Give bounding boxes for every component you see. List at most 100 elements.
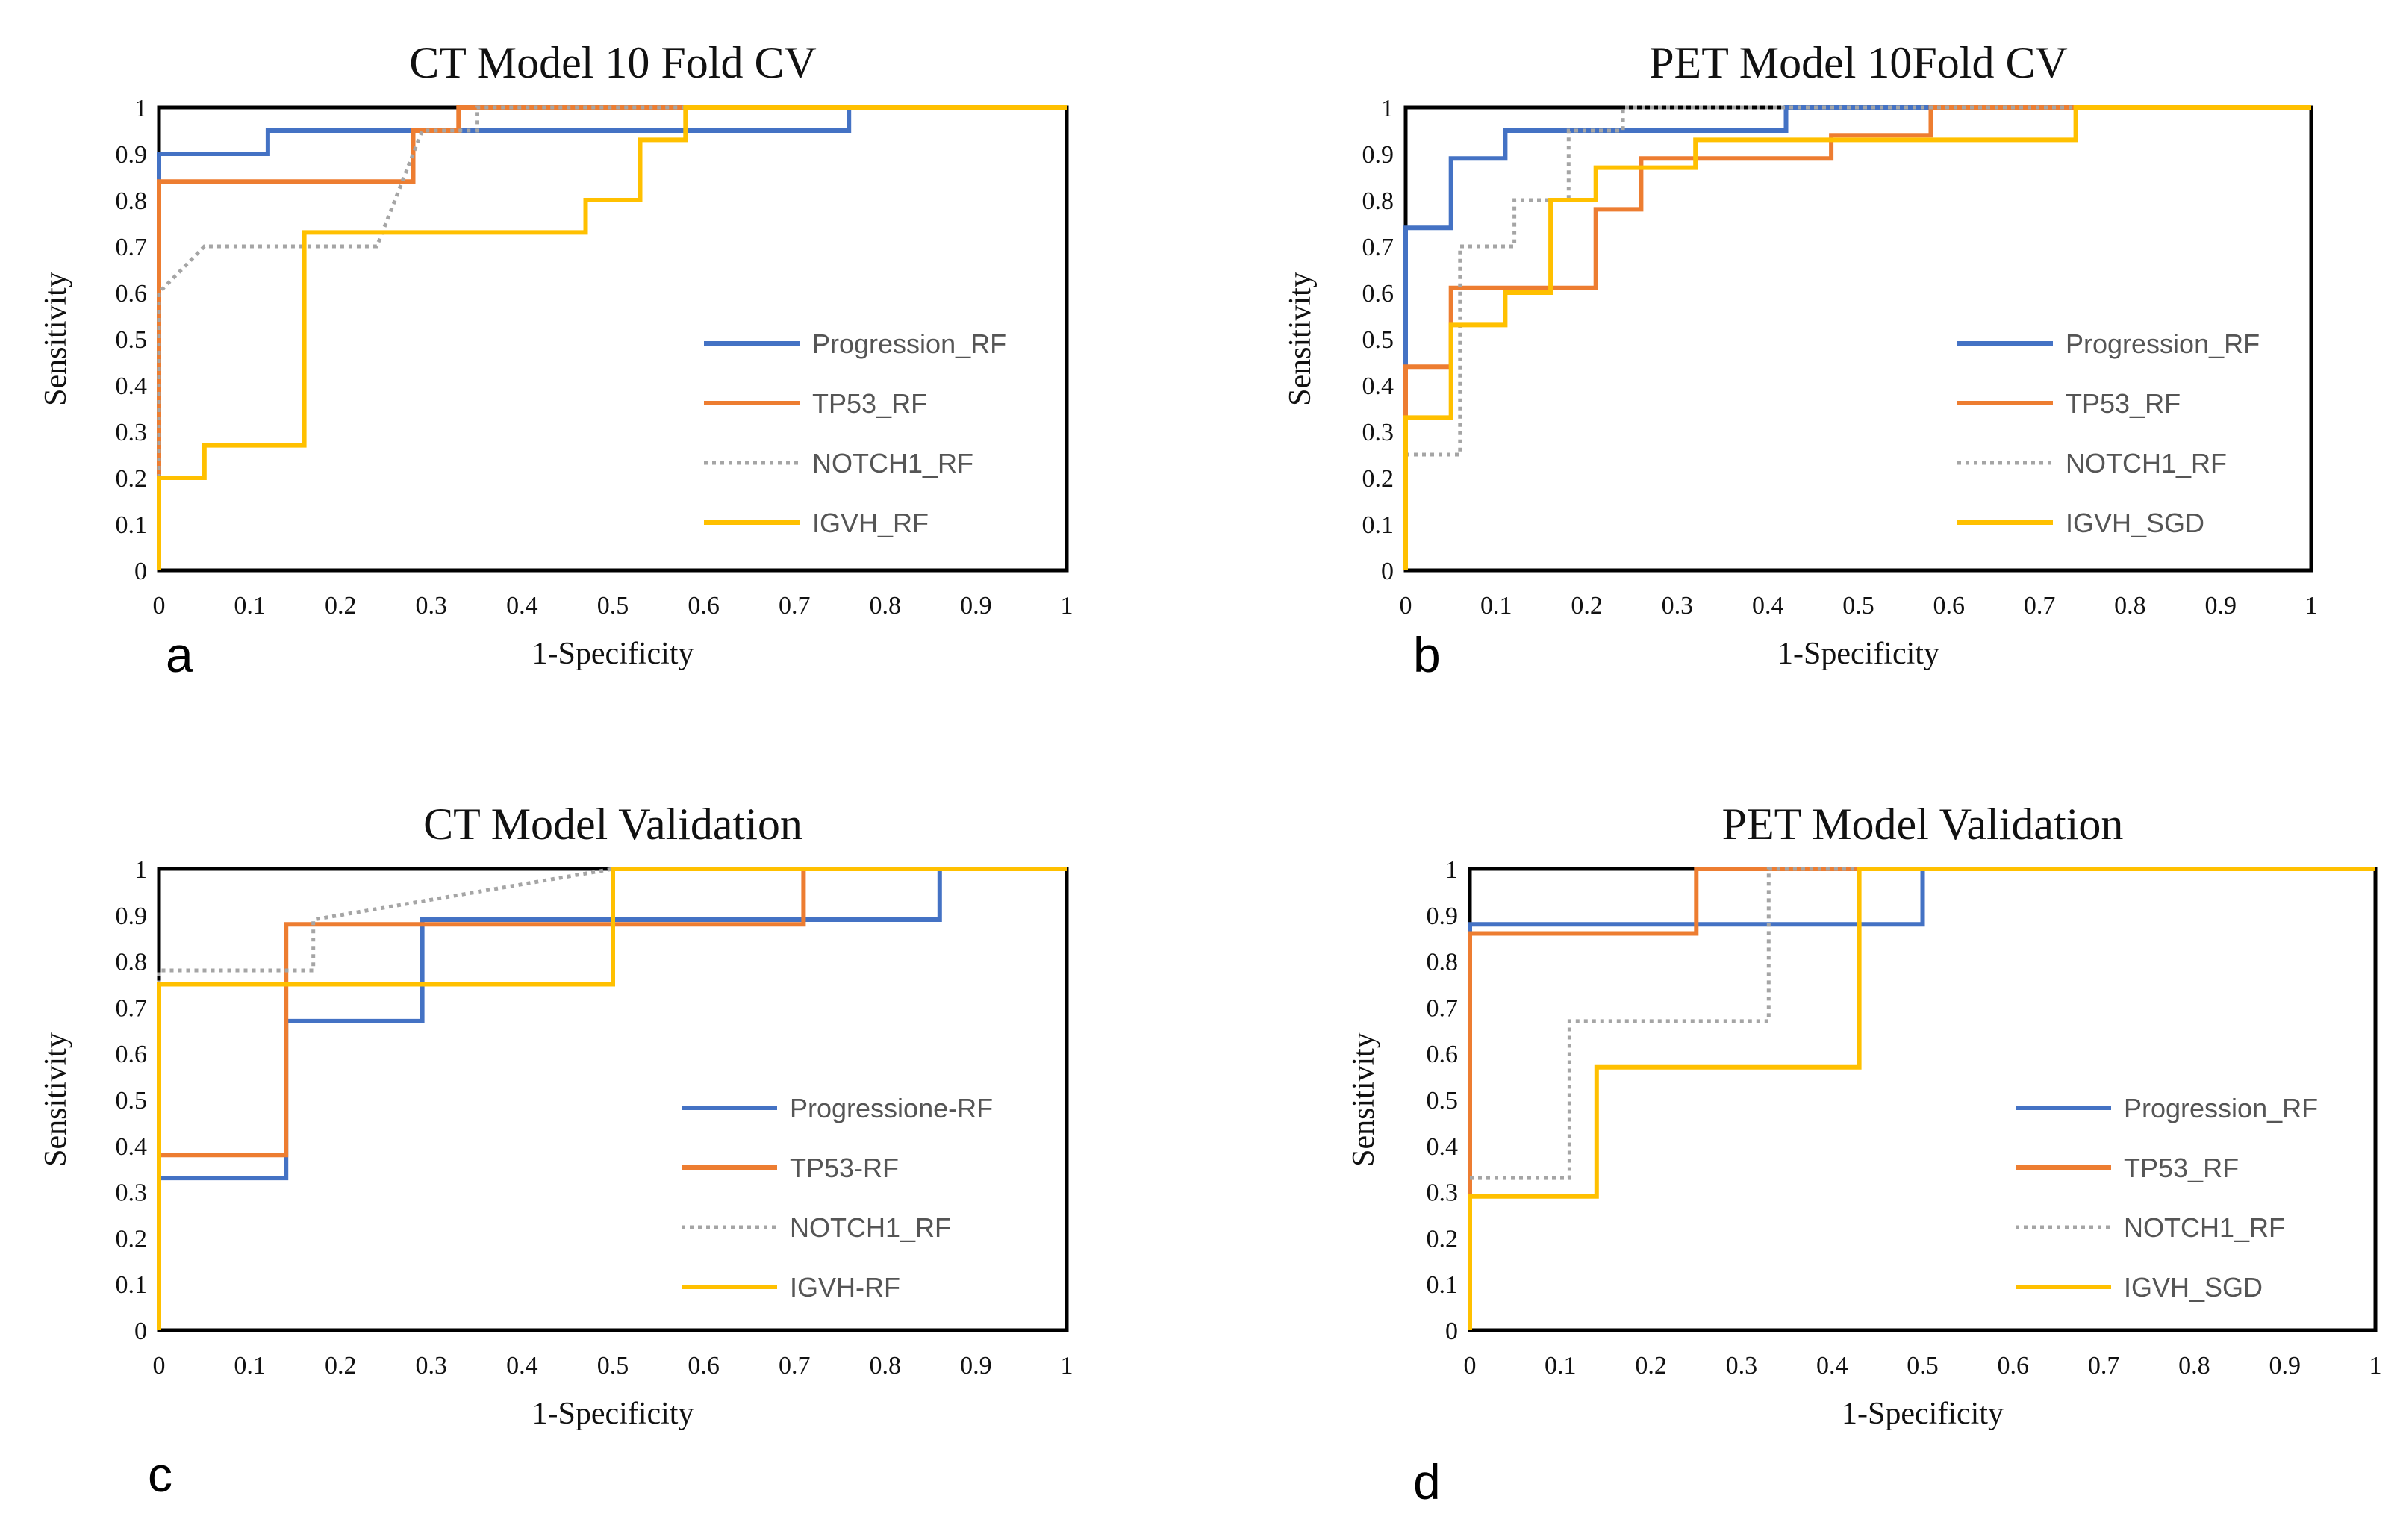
x-tick-label: 0.8 <box>2114 592 2146 620</box>
x-tick-label: 1 <box>2369 1352 2382 1380</box>
y-tick-label: 1 <box>134 856 147 884</box>
x-tick-label: 0.4 <box>1752 592 1784 620</box>
legend-label: NOTCH1_RF <box>2066 448 2227 478</box>
x-tick-label: 0 <box>1464 1352 1477 1380</box>
x-tick-label: 0.3 <box>1662 592 1694 620</box>
legend-label: TP53_RF <box>2066 388 2181 419</box>
y-tick-label: 0.5 <box>116 1087 148 1115</box>
x-tick-label: 0.8 <box>870 592 902 620</box>
series-line-progressione-rf <box>157 867 1067 1330</box>
x-tick-label: 0.4 <box>506 592 538 620</box>
legend-label: Progression_RF <box>812 328 1006 359</box>
y-tick-label: 0.2 <box>116 1225 148 1253</box>
y-tick-label: 0.2 <box>1427 1225 1459 1253</box>
roc-panel-a: CT Model 10 Fold CV 0 0.1 0.2 0.3 0.4 0.5 0.6 0.… <box>39 38 1073 682</box>
y-tick-label: 0.4 <box>116 372 148 400</box>
y-tick-label: 1 <box>1445 856 1458 884</box>
y-tick-label: 0.1 <box>1427 1271 1459 1299</box>
legend-label: IGVH-RF <box>790 1272 900 1303</box>
x-tick-label: 0.2 <box>325 1352 357 1380</box>
x-axis-label: 1-Specificity <box>1777 637 1939 671</box>
x-tick-label: 0.3 <box>1726 1352 1758 1380</box>
chart-title: PET Model 10Fold CV <box>1649 38 2068 87</box>
legend-label: NOTCH1_RF <box>790 1212 951 1243</box>
x-tick-label: 0.9 <box>960 1352 992 1380</box>
x-tick-label: 1 <box>2305 592 2318 620</box>
x-tick-label: 0.1 <box>234 592 266 620</box>
x-tick-label: 0 <box>153 592 166 620</box>
y-tick-label: 0.8 <box>1362 187 1394 215</box>
y-tick-label: 0.7 <box>1427 994 1459 1022</box>
y-tick-label: 0.5 <box>1362 326 1394 354</box>
series-line-notch1-rf <box>157 105 1067 478</box>
x-tick-label: 0.6 <box>688 592 720 620</box>
chart-title: PET Model Validation <box>1722 799 2124 849</box>
legend-label: NOTCH1_RF <box>812 448 973 478</box>
y-tick-label: 0.6 <box>116 280 148 308</box>
x-tick-label: 0.7 <box>779 1352 811 1380</box>
y-tick-label: 0.8 <box>116 187 148 215</box>
y-tick-label: 0.8 <box>116 949 148 976</box>
y-tick-label: 0.4 <box>1427 1133 1459 1161</box>
y-tick-label: 0.5 <box>1427 1087 1459 1115</box>
legend-label: TP53_RF <box>812 388 927 419</box>
x-tick-label: 0.1 <box>234 1352 266 1380</box>
x-axis-label: 1-Specificity <box>1842 1397 2004 1431</box>
x-tick-label: 0.5 <box>597 1352 629 1380</box>
series-line-notch1-rf <box>157 867 1067 985</box>
x-tick-label: 0.7 <box>2088 1352 2120 1380</box>
x-tick-label: 0.1 <box>1480 592 1512 620</box>
x-tick-label: 0.8 <box>870 1352 902 1380</box>
x-tick-label: 0.6 <box>1933 592 1966 620</box>
series-line-igvh-rf <box>157 867 1067 1330</box>
x-tick-label: 0.2 <box>1635 1352 1667 1380</box>
series-line-igvh-sgd <box>1403 105 2311 570</box>
x-tick-label: 0.9 <box>2269 1352 2301 1380</box>
x-tick-label: 0.2 <box>1571 592 1603 620</box>
y-tick-label: 0.8 <box>1427 949 1459 976</box>
series-line-igvh-rf <box>157 105 1067 570</box>
legend-label: Progression_RF <box>2066 328 2260 359</box>
y-tick-label: 0.7 <box>116 234 148 261</box>
x-tick-label: 0.6 <box>688 1352 720 1380</box>
y-tick-label: 0.6 <box>116 1041 148 1068</box>
legend-label: IGVH_SGD <box>2066 508 2204 538</box>
x-tick-label: 0.5 <box>1842 592 1874 620</box>
y-tick-label: 0 <box>1381 558 1394 585</box>
y-tick-label: 0.3 <box>1427 1179 1459 1207</box>
y-tick-label: 0.6 <box>1427 1041 1459 1068</box>
y-tick-label: 1 <box>134 95 147 122</box>
legend-label: TP53-RF <box>790 1153 899 1183</box>
x-tick-label: 0.4 <box>1816 1352 1848 1380</box>
y-tick-label: 0.9 <box>1427 903 1459 930</box>
y-tick-label: 1 <box>1381 95 1394 122</box>
y-tick-label: 0 <box>134 1318 147 1345</box>
y-tick-label: 0 <box>134 558 147 585</box>
legend-label: IGVH_RF <box>812 508 929 538</box>
x-tick-label: 0.5 <box>597 592 629 620</box>
x-tick-label: 0.9 <box>2204 592 2237 620</box>
series-line-progression-rf <box>1403 105 2311 367</box>
panel-letter: d <box>1413 1454 1441 1509</box>
series-line-tp53-rf <box>1403 105 2311 418</box>
y-tick-label: 0.9 <box>116 141 148 169</box>
panel-letter: a <box>166 627 193 682</box>
y-tick-label: 0.4 <box>1362 372 1394 400</box>
y-tick-label: 0.3 <box>1362 419 1394 446</box>
roc-panel-b: PET Model 10Fold CV 0 0.1 0.2 0.3 0.4 0.5 0.6 0.… <box>1283 38 2318 682</box>
y-tick-label: 0.9 <box>1362 141 1394 169</box>
x-tick-label: 0 <box>153 1352 166 1380</box>
x-tick-label: 0.8 <box>2178 1352 2210 1380</box>
y-tick-label: 0.1 <box>1362 511 1394 539</box>
y-tick-label: 0.3 <box>116 1179 148 1207</box>
y-axis-label: Sensitivity <box>1347 1032 1381 1167</box>
y-tick-label: 0.4 <box>116 1133 148 1161</box>
series-line-progression-rf <box>1468 867 2375 934</box>
x-tick-label: 0.6 <box>1998 1352 2030 1380</box>
roc-panel-c: CT Model Validation 0 0.1 0.2 0.3 0.4 0.5 0.6 0.… <box>39 799 1073 1502</box>
x-tick-label: 0 <box>1400 592 1412 620</box>
y-axis-label: Sensitivity <box>1283 272 1318 406</box>
x-tick-label: 0.2 <box>325 592 357 620</box>
chart-title: CT Model Validation <box>423 799 802 849</box>
